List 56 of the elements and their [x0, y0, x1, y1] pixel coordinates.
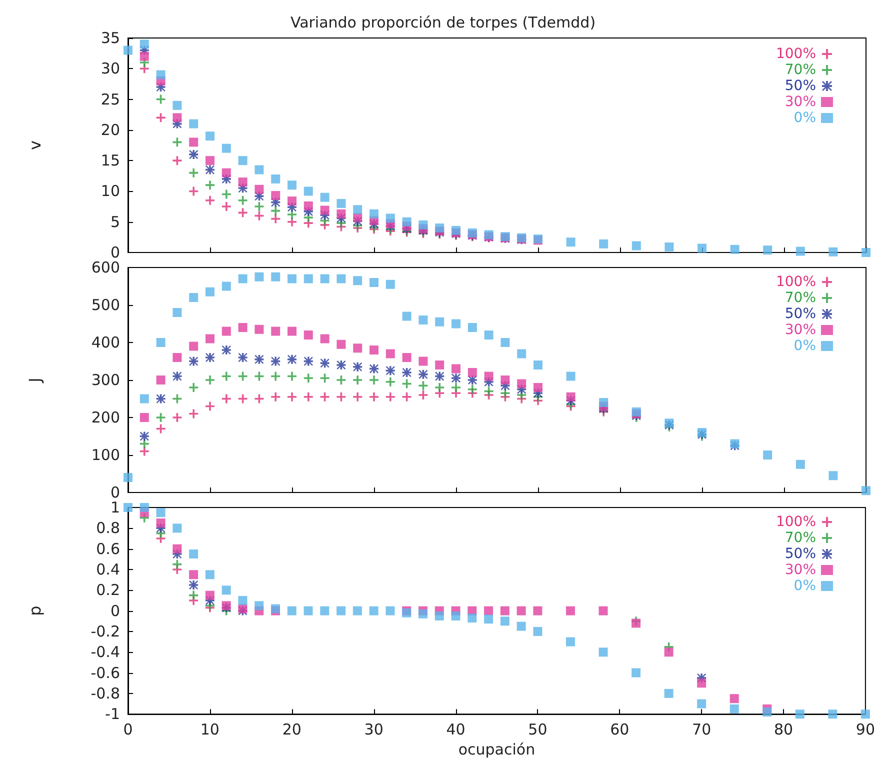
y-tick-label: 600	[91, 258, 120, 276]
y-tick-label: 0	[110, 244, 120, 262]
legend-label: 0%	[794, 110, 816, 126]
y-tick-label: 30	[100, 60, 120, 78]
y-tick-label: 0.6	[96, 540, 120, 558]
x-tick-label: 90	[856, 720, 876, 739]
legend-label: 70%	[784, 62, 816, 78]
y-tick-label: 100	[91, 446, 120, 464]
legend-label: 50%	[784, 306, 816, 322]
y-tick-label: 20	[100, 120, 120, 139]
x-axis-title: ocupación	[458, 740, 536, 758]
x-tick-label: 30	[364, 720, 384, 739]
legend-label: 0%	[794, 338, 816, 354]
y-axis-title: v	[26, 140, 44, 150]
x-tick-label: 40	[446, 720, 466, 739]
y-tick-label: 500	[91, 296, 120, 314]
legend-label: 100%	[776, 514, 816, 530]
y-tick-label: 5	[110, 212, 120, 231]
y-tick-label: 25	[100, 90, 120, 108]
y-tick-label: 0	[110, 602, 120, 620]
legend-label: 100%	[776, 274, 816, 290]
legend-label: 50%	[784, 78, 816, 94]
x-tick-label: 20	[282, 720, 302, 739]
y-tick-label: -0.4	[90, 643, 120, 662]
x-tick-label: 0	[123, 720, 133, 739]
legend-label: 30%	[784, 94, 816, 110]
y-tick-label: 10	[100, 182, 120, 200]
y-tick-label: -0.2	[90, 622, 120, 640]
legend-label: 70%	[784, 530, 816, 546]
y-tick-label: 1	[110, 498, 120, 516]
x-tick-label: 50	[528, 720, 548, 739]
legend-label: 0%	[794, 578, 816, 594]
legend-label: 30%	[784, 322, 816, 338]
legend-label: 100%	[776, 46, 816, 62]
y-tick-label: 400	[91, 334, 120, 352]
x-tick-label: 60	[610, 720, 630, 739]
y-tick-label: 15	[100, 152, 120, 170]
y-tick-label: -1	[105, 705, 120, 724]
legend-label: 70%	[784, 290, 816, 306]
y-tick-label: 0	[110, 484, 120, 502]
y-axis-title: p	[26, 606, 44, 616]
x-tick-label: 10	[200, 720, 220, 739]
chart-title: Variando proporción de torpes (Tdemdd)	[290, 14, 596, 32]
y-tick-label: 35	[100, 29, 120, 47]
x-tick-label: 70	[692, 720, 712, 739]
y-tick-label: 200	[91, 408, 120, 426]
y-tick-label: 0.8	[96, 519, 120, 538]
y-tick-label: -0.6	[90, 664, 120, 682]
y-axis-title: J	[26, 378, 44, 384]
y-tick-label: 0.4	[96, 560, 120, 578]
y-tick-label: -0.8	[90, 684, 120, 702]
legend-label: 30%	[784, 562, 816, 578]
legend-label: 50%	[784, 546, 816, 562]
y-tick-label: 300	[91, 371, 120, 389]
x-tick-label: 80	[774, 720, 794, 739]
y-tick-label: 0.2	[96, 581, 120, 600]
